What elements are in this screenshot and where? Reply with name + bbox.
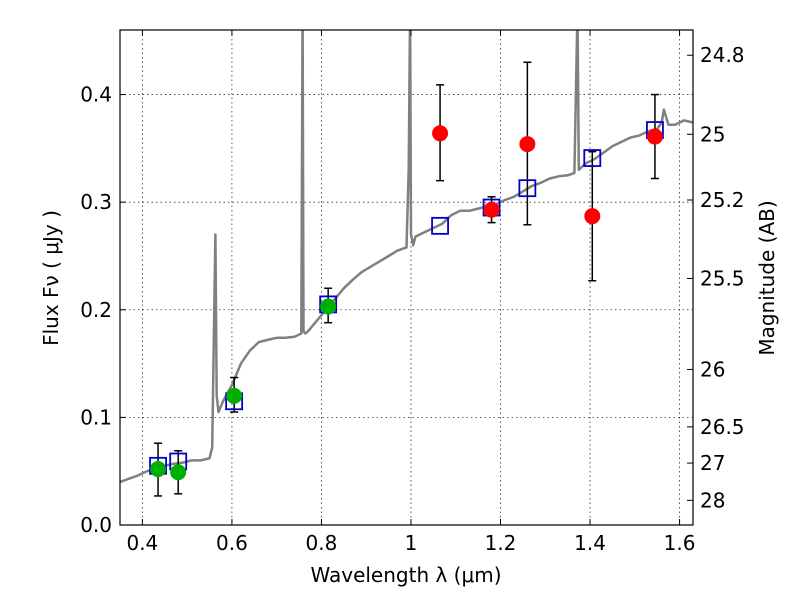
right-tick-label: 26 (700, 357, 725, 381)
y-axis-label: Flux Fν ( μJy ) (39, 210, 63, 346)
model-square-point (518, 179, 537, 198)
right-tick-label: 27 (700, 451, 725, 475)
data-point (226, 387, 243, 404)
x-tick-label: 1.2 (485, 531, 517, 555)
right-tick-label: 24.8 (700, 43, 745, 67)
plot-frame (119, 29, 694, 526)
sed-model-line (120, 30, 693, 484)
data-point (170, 464, 187, 481)
axis-layer: 0.4 0.6 0.8 1 1.2 1.4 1.6 0.0 0.1 0.2 0.3 0.4 24.8 25… (80, 30, 745, 555)
model-square-point (583, 149, 602, 167)
data-point (150, 461, 167, 478)
right-tick-label: 25.2 (700, 188, 745, 212)
x-tick-label: 1.6 (664, 531, 696, 555)
right-tick-label: 26.5 (700, 415, 745, 439)
x-tick-label: 1 (405, 531, 418, 555)
data-point (646, 128, 663, 145)
x-axis-label: Wavelength λ (μm) (310, 563, 501, 587)
y-tick-label: 0.1 (80, 405, 112, 429)
data-point (584, 208, 601, 225)
right-tick-label: 25.5 (700, 266, 745, 290)
right-tick-label: 25 (700, 122, 725, 146)
y-tick-label: 0.4 (80, 83, 112, 107)
x-tick-label: 0.6 (216, 531, 248, 555)
y-tick-label: 0.0 (80, 513, 112, 537)
data-point (519, 136, 536, 153)
right-tick-label: 28 (700, 488, 725, 512)
y-axis-right-label: Magnitude (AB) (755, 200, 779, 355)
series-layer (120, 30, 693, 497)
y-tick-label: 0.3 (80, 190, 112, 214)
grid-layer (120, 30, 693, 526)
data-point (320, 298, 337, 315)
x-tick-label: 0.8 (306, 531, 338, 555)
data-point (432, 125, 449, 142)
model-square-point (431, 216, 449, 235)
x-tick-label: 1.4 (574, 531, 606, 555)
x-tick-label: 0.4 (126, 531, 158, 555)
y-tick-label: 0.2 (80, 298, 112, 322)
data-point (483, 201, 500, 218)
